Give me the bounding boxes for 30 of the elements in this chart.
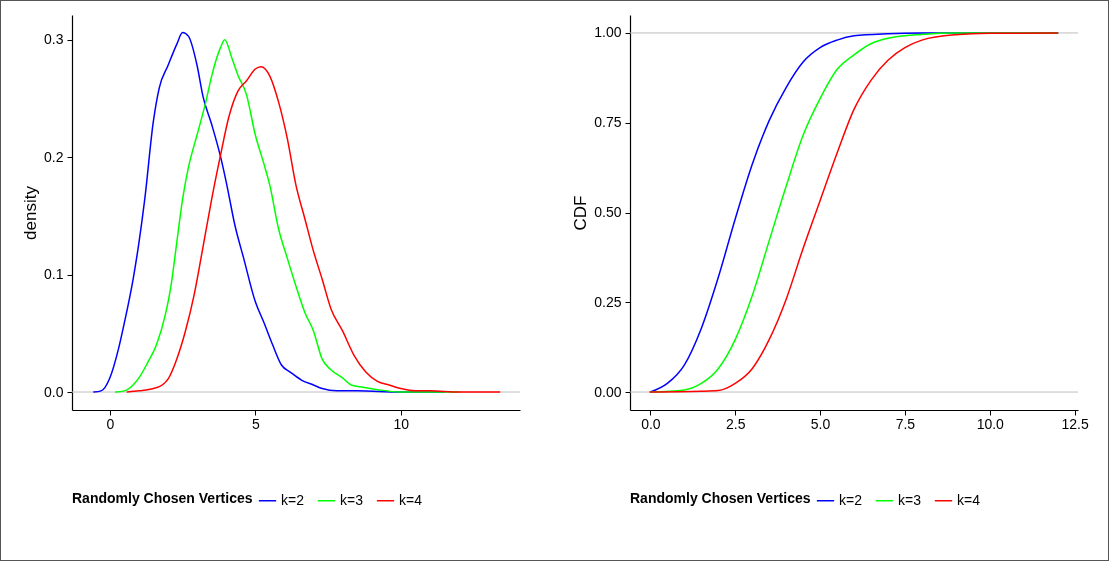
y-tick-label: 0.1: [44, 266, 64, 283]
y-axis-title: density: [21, 185, 41, 240]
x-tick-label: 10: [393, 415, 410, 432]
x-tick-label: 12.5: [1061, 415, 1089, 432]
legend-label: k=2: [839, 491, 863, 508]
x-tick-label: 2.5: [725, 415, 746, 432]
y-tick-label: 0.75: [594, 114, 622, 131]
x-tick-label: 7.5: [895, 415, 916, 432]
y-tick-label: 1.00: [594, 24, 622, 41]
y-axis-title: CDF: [571, 195, 591, 231]
y-tick-label: 0.0: [44, 383, 64, 400]
legend-label: k=4: [399, 491, 423, 508]
x-tick-label: 10.0: [976, 415, 1005, 432]
legend-label: k=3: [340, 491, 364, 508]
legend-label: k=2: [281, 491, 305, 508]
y-tick-label: 0.25: [594, 293, 622, 310]
y-tick-label: 0.2: [44, 148, 64, 165]
legend-label: k=3: [898, 491, 922, 508]
line-series: [649, 32, 1059, 393]
legend-title: Randomly Chosen Vertices: [630, 490, 811, 506]
x-tick-label: 0.0: [641, 415, 661, 432]
legend-title: Randomly Chosen Vertices: [72, 490, 253, 506]
x-tick-label: 5.0: [810, 415, 831, 432]
y-tick-label: 0.3: [44, 31, 64, 48]
x-tick-label: 0: [106, 415, 115, 432]
legend-label: k=4: [957, 491, 981, 508]
y-tick-label: 0.00: [594, 383, 622, 400]
line-series: [126, 65, 501, 393]
x-tick-label: 5: [251, 415, 260, 432]
y-tick-label: 0.50: [594, 204, 622, 220]
